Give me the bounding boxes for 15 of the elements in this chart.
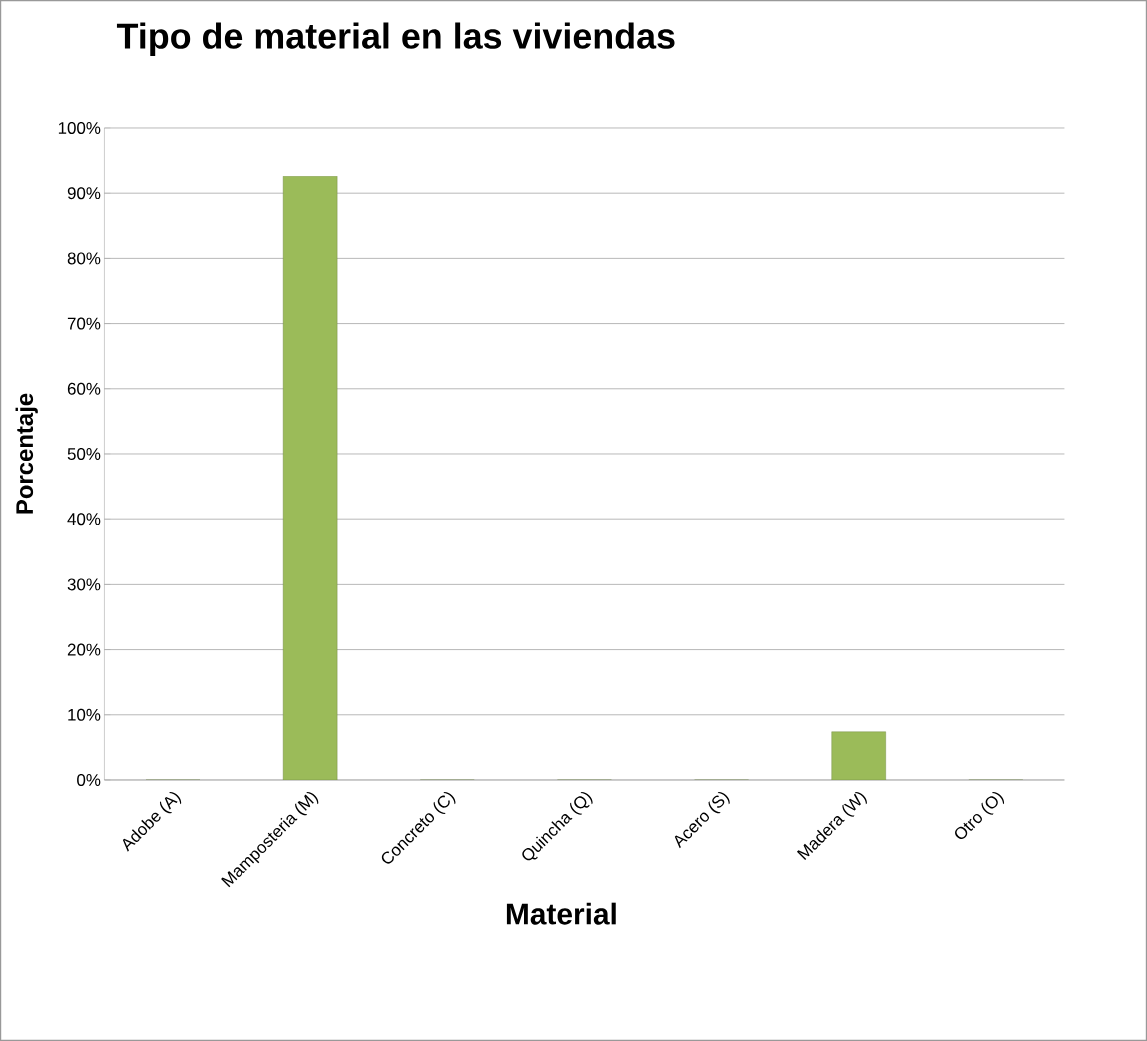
y-tick-label: 70%	[67, 317, 101, 330]
y-tick-label: 40%	[67, 513, 101, 526]
y-tick-label: 60%	[67, 382, 101, 395]
y-tick-label: 0%	[77, 773, 101, 786]
y-tick-label: 100%	[58, 121, 101, 134]
y-tick-label: 30%	[67, 578, 101, 591]
y-tick-label: 80%	[67, 252, 101, 265]
x-tick-label: Otro (O)	[955, 792, 1005, 840]
y-tick-label: 50%	[67, 447, 101, 460]
x-axis-title: Material	[506, 902, 616, 925]
y-tick-label: 10%	[68, 708, 101, 721]
y-axis-title: Porcentaje	[15, 393, 38, 514]
y-tick-label: 90%	[67, 187, 101, 200]
chart-title: Tipo de material en las viviendas	[116, 22, 675, 56]
y-tick-label: 20%	[67, 643, 101, 656]
